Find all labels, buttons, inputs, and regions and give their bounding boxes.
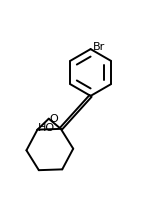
Text: Br: Br [93, 42, 105, 52]
Text: HO: HO [38, 123, 55, 133]
Text: O: O [49, 114, 58, 124]
